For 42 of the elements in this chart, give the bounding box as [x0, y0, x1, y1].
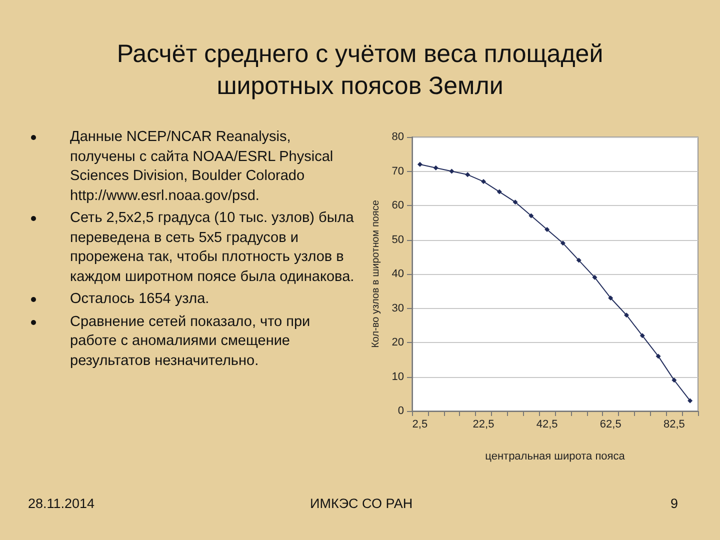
x-tick-label: 42,5	[536, 418, 558, 430]
y-tick-label: 50	[392, 234, 404, 246]
text: Данные NCEP/NCAR Reanalysis, получены с сайта NOAA/ESRL Physical Sciences Division, Boulder Colorado http://www.esrl.noaa.gov/psd.	[69, 128, 334, 206]
text: ИМКЭС СО РАН	[310, 496, 413, 511]
x-tick-label: 62,5	[600, 418, 622, 430]
x-tick-label: 2,5	[412, 418, 428, 430]
point	[672, 378, 677, 383]
point	[481, 179, 486, 184]
point	[512, 200, 518, 205]
y-tick-label: 60	[392, 200, 404, 212]
point	[608, 295, 614, 300]
text: 28.11.2014	[28, 496, 95, 511]
y-tick-label: 70	[392, 165, 404, 178]
point	[417, 162, 422, 167]
point	[465, 172, 470, 178]
point	[544, 226, 550, 232]
y-tick-label: 20	[392, 336, 404, 348]
point	[576, 258, 582, 263]
y-tick-label: 80	[392, 131, 404, 143]
x-tick-label: 82,5	[663, 418, 685, 430]
point	[624, 312, 629, 318]
point	[528, 213, 534, 218]
y-tick-label: 40	[392, 268, 404, 280]
y-tick-label: 0	[398, 405, 404, 417]
point	[433, 165, 438, 170]
point	[640, 333, 645, 338]
point	[449, 168, 454, 174]
point	[496, 189, 502, 194]
text: Сравнение сетей показало, что при работе с аномалиями смещение результатов незначительно.	[69, 312, 312, 370]
point	[592, 274, 598, 280]
point	[656, 354, 661, 359]
point	[688, 398, 693, 404]
text: Осталось 1654 узла.	[69, 290, 210, 309]
x-axis-title: центральная широта пояса	[485, 450, 626, 462]
point	[560, 240, 566, 246]
y-tick-label: 10	[392, 370, 404, 383]
y-axis-title: Кол-во узлов в широтном поясе	[370, 200, 382, 348]
chart-title: Расчёт среднего с учётом веса площадей широтных поясов Земли	[116, 39, 604, 102]
text: Сеть 2,5х2,5 градуса (10 тыс. узлов) была переведена в сеть 5х5 градусов и прорежена так, чтобы плотность узлов в каждом широтном поясе была одинакова.	[69, 209, 356, 286]
y-tick-label: 30	[392, 302, 404, 314]
x-tick-label: 22,5	[472, 418, 494, 430]
text: 9	[670, 496, 678, 511]
